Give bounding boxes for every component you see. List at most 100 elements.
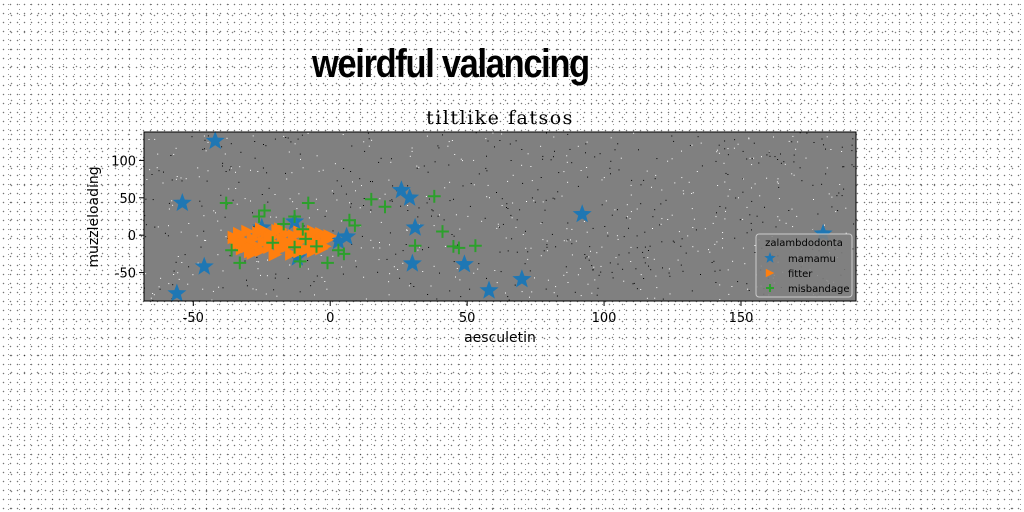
noise-speck — [314, 294, 315, 296]
chart-title: tiltlike fatsos — [426, 107, 574, 129]
noise-speck — [152, 199, 154, 201]
noise-speck — [331, 190, 333, 192]
noise-speck — [791, 141, 793, 143]
noise-speck — [784, 163, 786, 165]
noise-speck — [628, 252, 630, 254]
data-point-misbandage — [233, 256, 247, 270]
noise-speck — [287, 277, 289, 279]
noise-speck — [792, 135, 794, 137]
noise-speck — [473, 184, 475, 186]
noise-speck — [426, 135, 428, 137]
noise-speck — [252, 212, 253, 214]
noise-speck — [417, 249, 419, 251]
noise-speck — [145, 273, 147, 275]
noise-speck — [680, 245, 682, 247]
noise-speck — [588, 259, 590, 261]
noise-speck — [751, 200, 753, 202]
noise-speck — [365, 298, 367, 300]
noise-speck — [325, 210, 327, 212]
noise-speck — [742, 178, 744, 180]
noise-speck — [662, 298, 664, 300]
noise-speck — [554, 198, 556, 200]
noise-speck — [643, 257, 645, 259]
noise-speck — [546, 240, 548, 242]
noise-speck — [646, 297, 648, 299]
noise-speck — [411, 150, 413, 152]
noise-speck — [526, 201, 527, 202]
noise-speck — [511, 238, 513, 240]
noise-speck — [252, 288, 254, 290]
noise-speck — [454, 154, 456, 155]
noise-speck — [203, 230, 205, 232]
noise-speck — [546, 250, 548, 252]
noise-speck — [163, 171, 164, 173]
noise-speck — [759, 195, 761, 197]
noise-speck — [422, 249, 423, 251]
noise-speck — [448, 164, 450, 166]
noise-speck — [618, 169, 620, 171]
noise-speck — [841, 195, 843, 197]
noise-speck — [260, 274, 261, 276]
noise-speck — [434, 161, 436, 163]
noise-speck — [674, 182, 676, 184]
noise-speck — [546, 244, 548, 246]
noise-speck — [821, 138, 823, 140]
noise-speck — [308, 217, 310, 219]
noise-speck — [739, 219, 741, 221]
noise-speck — [379, 198, 381, 200]
noise-speck — [633, 282, 635, 284]
noise-speck — [355, 260, 357, 262]
noise-speck — [341, 266, 343, 268]
noise-speck — [778, 186, 780, 188]
noise-speck — [393, 266, 395, 268]
noise-speck — [631, 179, 633, 181]
noise-speck — [589, 246, 591, 248]
noise-speck — [199, 200, 201, 202]
noise-speck — [633, 132, 635, 134]
noise-speck — [661, 241, 663, 243]
noise-speck — [836, 195, 838, 197]
noise-speck — [593, 266, 595, 268]
noise-speck — [274, 194, 276, 195]
noise-speck — [444, 245, 446, 247]
noise-speck — [632, 283, 634, 285]
noise-speck — [274, 277, 276, 279]
plot-frame — [143, 131, 857, 302]
noise-speck — [275, 216, 277, 218]
noise-speck — [235, 171, 236, 173]
noise-speck — [270, 216, 272, 218]
noise-speck — [296, 208, 298, 210]
noise-speck — [591, 292, 593, 294]
noise-speck — [345, 193, 347, 195]
noise-speck — [586, 167, 588, 168]
noise-speck — [407, 185, 409, 187]
noise-speck — [585, 152, 586, 154]
noise-speck — [511, 217, 513, 219]
data-point-misbandage — [252, 210, 266, 223]
noise-speck — [563, 171, 565, 173]
noise-speck — [274, 138, 276, 140]
noise-speck — [459, 279, 461, 281]
noise-speck — [551, 233, 553, 235]
noise-speck — [238, 181, 240, 183]
noise-speck — [617, 143, 619, 145]
noise-speck — [660, 223, 662, 225]
noise-speck — [390, 161, 392, 163]
noise-speck — [478, 263, 480, 265]
noise-speck — [626, 204, 628, 206]
noise-speck — [515, 140, 517, 142]
noise-speck — [287, 137, 289, 139]
noise-speck — [835, 211, 837, 213]
legend-marker-misbandage — [766, 284, 774, 292]
noise-speck — [693, 218, 695, 220]
noise-speck — [754, 245, 756, 246]
noise-speck — [360, 247, 362, 249]
noise-speck — [292, 201, 294, 203]
noise-speck — [222, 162, 224, 164]
noise-speck — [585, 143, 587, 145]
data-point-mamamu — [405, 217, 425, 236]
noise-speck — [610, 173, 611, 175]
noise-speck — [516, 251, 518, 253]
noise-speck — [197, 262, 199, 264]
noise-speck — [525, 230, 526, 232]
